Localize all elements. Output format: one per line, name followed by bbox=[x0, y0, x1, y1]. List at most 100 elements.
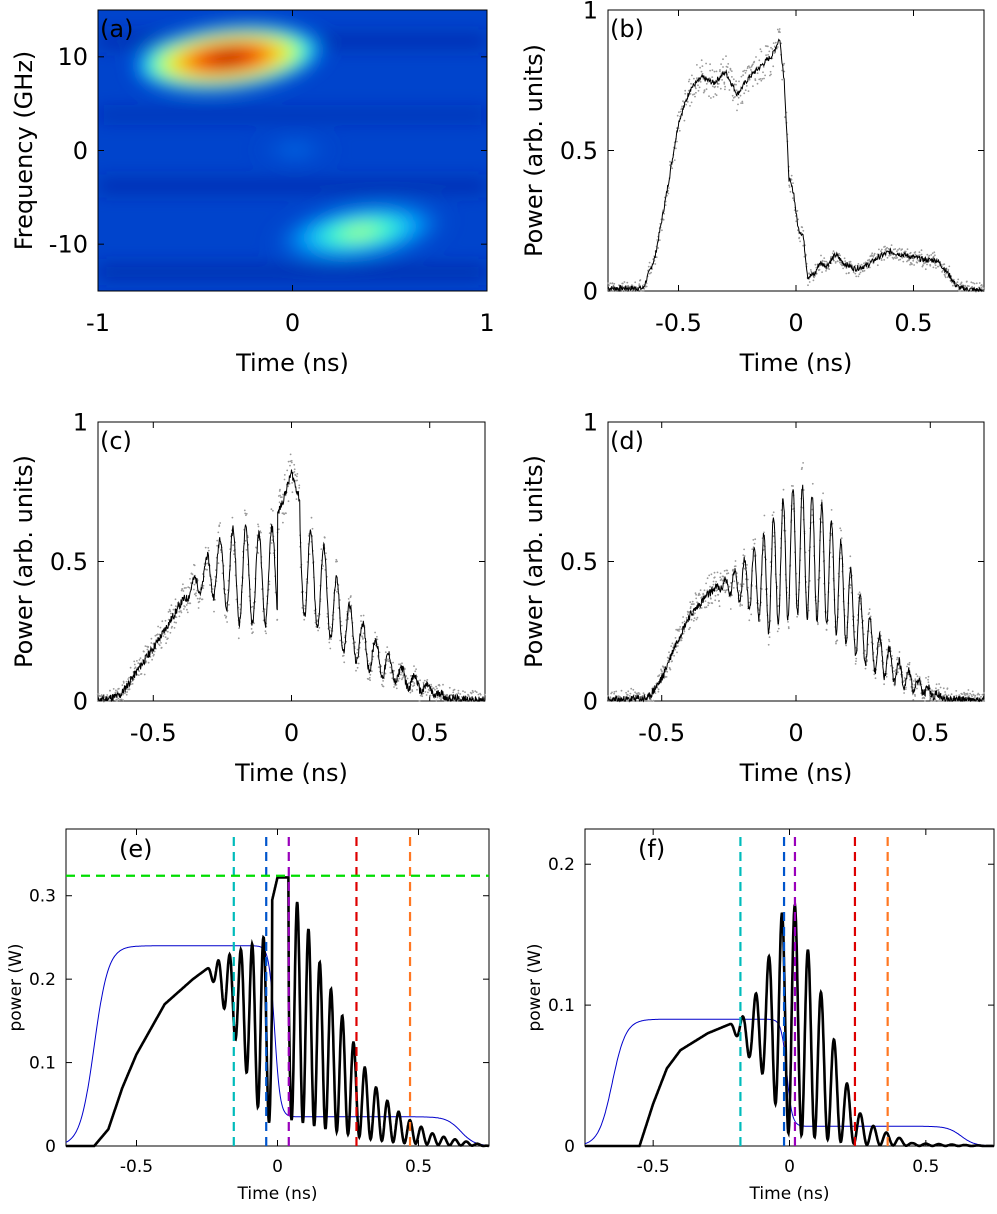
scatter-point bbox=[741, 604, 743, 607]
scatter-point bbox=[864, 261, 867, 264]
scatter-point bbox=[838, 252, 840, 255]
scatter-point bbox=[126, 691, 129, 693]
scatter-point bbox=[170, 627, 173, 629]
scatter-point bbox=[328, 641, 331, 644]
scatter-point bbox=[409, 675, 412, 677]
scatter-point bbox=[287, 460, 290, 463]
scatter-point bbox=[381, 671, 383, 674]
scatter-point bbox=[170, 604, 173, 607]
scatter-point bbox=[957, 278, 960, 281]
scatter-point bbox=[983, 691, 985, 694]
scatter-point bbox=[696, 64, 698, 66]
scatter-point bbox=[448, 686, 451, 689]
scatter-point bbox=[977, 692, 980, 695]
scatter-point bbox=[237, 637, 240, 640]
scatter-point bbox=[446, 693, 449, 696]
scatter-point bbox=[376, 643, 379, 646]
panel-label: (d) bbox=[610, 427, 644, 455]
scatter-point bbox=[736, 109, 738, 112]
scatter-point bbox=[868, 266, 871, 269]
scatter-point bbox=[244, 539, 247, 542]
scatter-point bbox=[981, 693, 984, 696]
scatter-point bbox=[296, 479, 298, 482]
scatter-point bbox=[724, 589, 727, 592]
y-axis: 00.51 bbox=[560, 0, 984, 305]
scatter-point bbox=[656, 239, 659, 241]
scatter-point bbox=[453, 688, 456, 691]
scatter-point bbox=[647, 700, 650, 702]
scatter-point bbox=[772, 535, 775, 538]
scatter-point bbox=[157, 625, 160, 628]
x-axis: -0.5 0 0.5 bbox=[637, 829, 939, 1177]
scatter-point bbox=[709, 597, 712, 600]
scatter-point bbox=[914, 251, 917, 253]
scatter-point bbox=[673, 159, 676, 162]
scatter-point bbox=[747, 90, 750, 92]
scatter-point bbox=[739, 583, 742, 586]
scatter-point bbox=[339, 639, 342, 642]
scatter-point bbox=[457, 689, 460, 692]
scatter-point bbox=[674, 637, 677, 639]
scatter-point bbox=[868, 612, 871, 614]
scatter-point bbox=[822, 492, 824, 495]
scatter-point bbox=[732, 568, 734, 571]
scatter-point bbox=[193, 593, 196, 596]
scatter-point bbox=[959, 290, 962, 292]
scatter-point bbox=[974, 694, 977, 697]
scatter-point bbox=[938, 700, 941, 702]
scatter-point bbox=[937, 688, 940, 691]
scatter-point bbox=[322, 565, 324, 567]
scatter-point bbox=[802, 462, 804, 464]
scatter-point bbox=[975, 282, 978, 285]
scatter-point bbox=[97, 692, 100, 695]
scatter-point bbox=[792, 485, 794, 487]
scatter-point bbox=[894, 248, 897, 250]
scatter-point bbox=[730, 70, 733, 72]
scatter-point bbox=[938, 698, 941, 701]
scatter-point bbox=[797, 218, 799, 221]
scatter-point bbox=[174, 598, 177, 601]
scatter-point bbox=[844, 260, 847, 262]
scatter-point bbox=[689, 601, 692, 604]
scatter-point bbox=[982, 285, 984, 288]
y-tick-label: -10 bbox=[49, 231, 88, 259]
scatter-point bbox=[926, 253, 929, 256]
scatter-point bbox=[759, 78, 762, 80]
scatter-point bbox=[845, 267, 848, 269]
scatter-point bbox=[423, 679, 426, 682]
scatter-point bbox=[193, 583, 196, 586]
scatter-point bbox=[165, 642, 168, 645]
scatter-point bbox=[238, 627, 241, 630]
scatter-point bbox=[414, 670, 417, 673]
scatter-point bbox=[842, 267, 844, 270]
scatter-point bbox=[699, 589, 702, 591]
scatter-point bbox=[268, 532, 271, 534]
scatter-point bbox=[676, 114, 679, 117]
scatter-point bbox=[737, 103, 739, 106]
scatter-point bbox=[665, 676, 668, 678]
scatter-point bbox=[970, 289, 972, 292]
scatter-point bbox=[788, 184, 791, 187]
x-tick-label: 0.5 bbox=[911, 719, 949, 747]
scatter-point bbox=[189, 578, 191, 580]
scatter-point bbox=[182, 590, 185, 592]
scatter-point bbox=[709, 585, 711, 588]
scatter-point bbox=[742, 74, 744, 77]
scatter-point bbox=[705, 62, 707, 65]
scatter-point bbox=[217, 562, 220, 565]
scatter-point bbox=[435, 685, 437, 688]
scatter-point bbox=[881, 251, 884, 254]
scatter-point bbox=[127, 688, 129, 691]
scatter-point bbox=[442, 683, 444, 686]
scatter-point bbox=[147, 645, 150, 648]
scatter-point bbox=[418, 700, 421, 702]
scatter-point bbox=[682, 632, 685, 635]
scatter-point bbox=[250, 628, 253, 630]
scatter-point bbox=[734, 565, 737, 568]
scatter-point bbox=[186, 611, 189, 614]
scatter-point bbox=[802, 229, 805, 232]
scatter-point bbox=[924, 268, 927, 271]
scatter-point bbox=[728, 89, 731, 91]
scatter-point bbox=[968, 285, 970, 287]
scatter-point bbox=[362, 632, 365, 635]
